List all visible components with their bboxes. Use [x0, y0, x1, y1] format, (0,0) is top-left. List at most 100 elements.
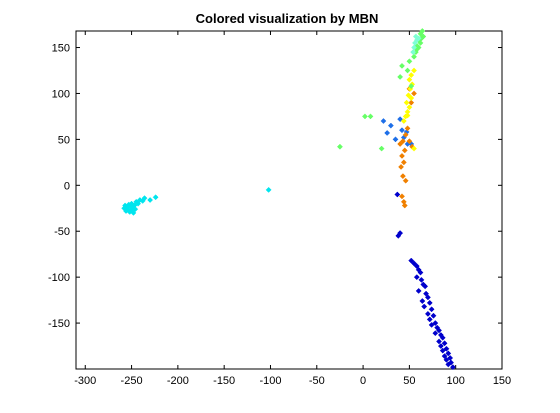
data-point	[419, 28, 426, 34]
x-tick-label: -250	[121, 375, 143, 387]
data-point	[432, 330, 439, 337]
data-point	[422, 283, 429, 290]
data-point	[367, 113, 374, 120]
data-point	[380, 118, 387, 124]
series-0	[121, 186, 272, 216]
data-point	[426, 299, 433, 306]
data-point	[428, 306, 435, 313]
y-tick-label: 50	[58, 134, 70, 146]
data-point	[399, 138, 406, 145]
data-point	[132, 206, 139, 213]
data-point	[400, 159, 407, 166]
data-point	[387, 122, 394, 129]
y-tick-label: -50	[54, 226, 70, 238]
data-point	[418, 276, 425, 283]
y-tick-label: 150	[52, 43, 70, 55]
data-point	[424, 294, 431, 301]
y-tick-label: 0	[64, 180, 70, 192]
chart-title: Colored visualization by MBN	[196, 11, 379, 26]
data-point	[443, 356, 450, 363]
data-point	[361, 113, 368, 120]
data-point	[265, 186, 272, 193]
data-point	[405, 92, 412, 99]
data-point	[441, 340, 448, 347]
x-tick-label: 50	[403, 375, 415, 387]
y-tick-label: 100	[52, 88, 70, 100]
data-point	[399, 62, 405, 69]
data-points	[121, 28, 456, 371]
data-point	[419, 298, 426, 304]
data-point	[401, 147, 408, 154]
x-tick-label: 150	[493, 375, 511, 387]
y-tick-label: -100	[48, 272, 70, 284]
data-point	[428, 321, 435, 328]
data-point	[408, 72, 415, 79]
data-point	[406, 138, 413, 145]
series-1	[394, 191, 456, 371]
data-point	[411, 67, 417, 74]
series-4	[400, 67, 417, 152]
data-point	[439, 334, 446, 341]
data-point	[411, 53, 417, 60]
data-point	[411, 90, 417, 97]
data-point	[411, 145, 417, 152]
data-point	[401, 202, 408, 209]
data-point	[398, 163, 405, 170]
data-point	[394, 191, 401, 198]
data-point	[430, 312, 437, 319]
x-tick-label: 0	[360, 375, 366, 387]
data-point	[421, 303, 428, 310]
data-point	[408, 99, 415, 106]
data-point	[384, 129, 391, 136]
plot-area	[75, 30, 503, 370]
x-tick-label: -300	[74, 375, 96, 387]
data-point	[417, 269, 424, 276]
data-point	[424, 310, 431, 317]
data-point	[392, 136, 399, 143]
data-point	[439, 347, 446, 354]
data-point	[408, 83, 415, 90]
x-tick-label: -100	[259, 375, 281, 387]
y-axis: 150 100 50 0 -50 -100 -150	[48, 43, 502, 330]
data-point	[449, 364, 456, 371]
x-tick-label: 100	[447, 375, 465, 387]
data-point	[378, 145, 385, 152]
data-point	[437, 343, 444, 349]
series-6	[410, 33, 422, 56]
data-point	[400, 118, 407, 124]
data-point	[397, 230, 404, 237]
data-point	[404, 112, 411, 119]
data-point	[415, 287, 422, 294]
data-point	[402, 177, 409, 184]
data-point	[404, 67, 411, 74]
data-point	[436, 338, 442, 345]
x-tick-label: -150	[213, 375, 235, 387]
data-point	[403, 99, 410, 106]
data-point	[445, 361, 452, 368]
data-point	[147, 197, 154, 203]
data-point	[445, 350, 452, 357]
data-point	[436, 327, 442, 334]
data-point	[410, 49, 417, 56]
x-tick-label: -200	[167, 375, 189, 387]
y-tick-label: -150	[48, 318, 70, 330]
data-point	[397, 73, 404, 80]
data-point	[399, 152, 405, 159]
data-point	[413, 274, 420, 281]
data-point	[406, 76, 413, 83]
data-point	[399, 127, 405, 134]
x-axis: -300 -250 -200 -150 -100 -50 0 50 100 150	[74, 31, 511, 387]
x-tick-label: -50	[309, 375, 325, 387]
data-point	[141, 195, 148, 202]
data-point	[402, 131, 409, 138]
data-point	[406, 104, 413, 111]
data-point	[404, 125, 411, 132]
data-point	[152, 194, 159, 201]
data-point	[336, 143, 343, 150]
data-point	[399, 193, 405, 200]
data-point	[406, 58, 413, 65]
data-point	[399, 173, 406, 180]
data-point	[426, 316, 433, 323]
data-point	[412, 33, 419, 40]
